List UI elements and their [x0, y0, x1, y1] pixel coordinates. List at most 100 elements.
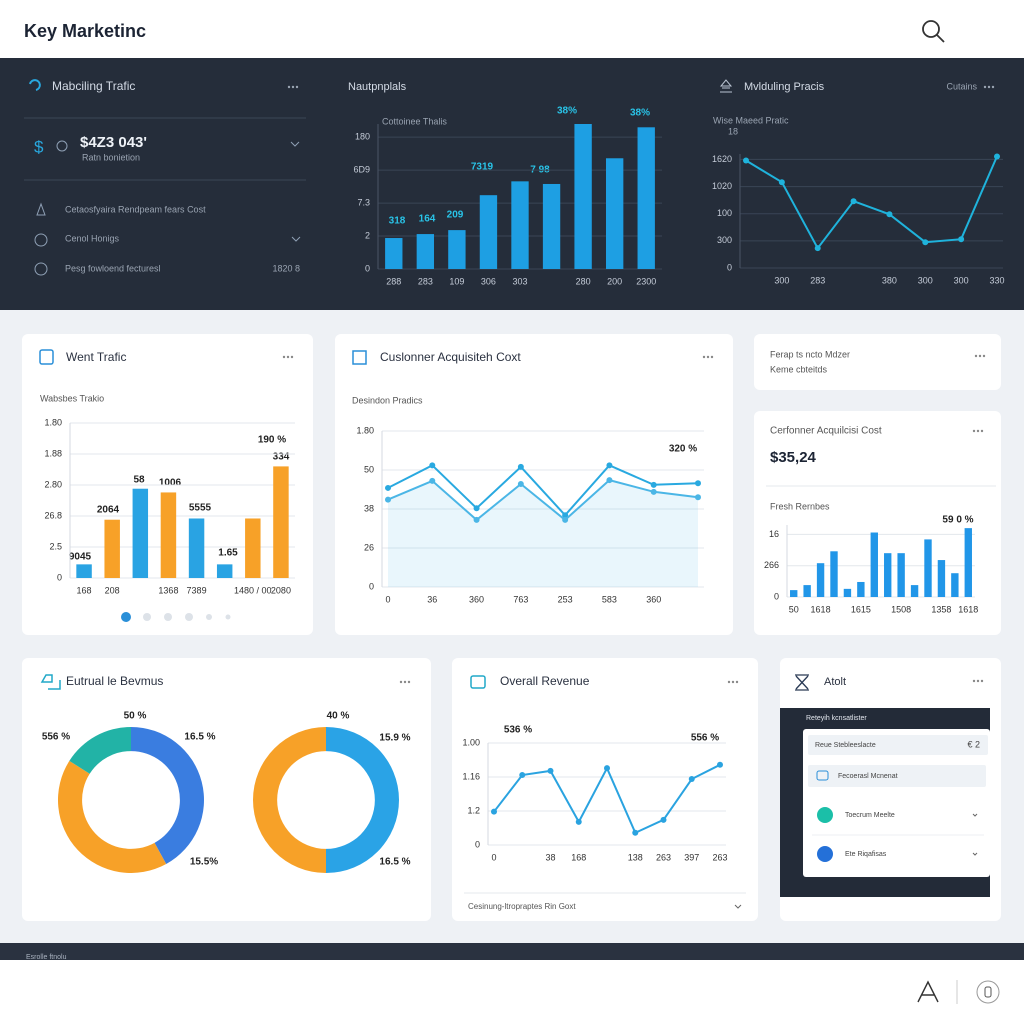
menu-dot[interactable] — [972, 429, 976, 433]
overview-value: $4Z3 043' — [80, 134, 147, 151]
page-dot[interactable] — [185, 613, 193, 621]
card-icon — [40, 674, 61, 690]
chart-title: Nautpnplals — [348, 81, 407, 93]
menu-dot[interactable] — [295, 85, 299, 89]
x-tick-label: 263 — [656, 852, 671, 862]
bar — [964, 528, 972, 597]
alert-text[interactable]: Toecrum Meelte — [845, 812, 895, 819]
bar — [924, 539, 932, 597]
point — [695, 494, 701, 501]
x-tick-label: 1508 — [891, 604, 911, 614]
page-dot[interactable] — [206, 614, 212, 620]
card — [335, 334, 733, 635]
y-tick-label: 1.80 — [356, 425, 374, 435]
bar — [884, 553, 892, 597]
page-dot[interactable] — [143, 613, 151, 621]
menu-dot[interactable] — [403, 680, 407, 684]
y-tick-label: 1.16 — [462, 771, 480, 781]
chevron[interactable] — [734, 904, 742, 909]
kpi-value: $35,24 — [770, 449, 817, 466]
note-line: Keme cbteitds — [770, 364, 828, 374]
page-dot[interactable] — [164, 613, 172, 621]
bar — [104, 519, 120, 578]
overview-title: Mabciling Trafic — [52, 79, 135, 93]
menu-dot[interactable] — [735, 680, 739, 684]
donut-segment — [57, 760, 167, 874]
item-icon — [816, 770, 829, 781]
chevron[interactable] — [972, 813, 978, 817]
annotation: 318 — [389, 216, 406, 227]
bar — [76, 564, 92, 578]
chevron[interactable] — [291, 236, 301, 242]
y-tick-label: 266 — [764, 560, 779, 570]
page-dot[interactable] — [225, 614, 231, 620]
menu-dot[interactable] — [702, 355, 706, 359]
menu-dot[interactable] — [976, 679, 980, 683]
x-tick-label: 168 — [571, 852, 586, 862]
menu-dot[interactable] — [976, 429, 980, 433]
menu-dot[interactable] — [291, 85, 295, 89]
menu-dot[interactable] — [983, 85, 987, 89]
menu-dot[interactable] — [987, 85, 991, 89]
menu-dot[interactable] — [982, 354, 986, 358]
annotation: 15.5% — [190, 857, 218, 868]
chevron[interactable] — [290, 141, 300, 147]
annotation: 58 — [133, 475, 145, 486]
annotation: 536 % — [504, 725, 532, 736]
menu-dot[interactable] — [710, 355, 714, 359]
x-tick-label: 303 — [512, 276, 527, 286]
footer-text: Esrolle ftnolu — [26, 954, 67, 961]
app-title: Key Marketinc — [24, 21, 146, 41]
menu-dot[interactable] — [974, 354, 978, 358]
bar — [790, 590, 798, 597]
card-title: Atolt — [824, 676, 846, 688]
line-area — [388, 480, 698, 587]
y-tick-label: 100 — [717, 208, 732, 218]
point — [958, 236, 965, 243]
x-tick-label: 2300 — [636, 276, 656, 286]
item-icon — [817, 807, 833, 823]
x-tick-label: 0 — [385, 594, 390, 604]
menu-dot[interactable] — [706, 355, 710, 359]
menu-dot[interactable] — [972, 679, 976, 683]
x-tick-label: 300 — [954, 275, 969, 285]
point — [519, 771, 526, 778]
menu-dot[interactable] — [991, 85, 995, 89]
menu-dot[interactable] — [980, 679, 984, 683]
menu-dot[interactable] — [286, 355, 290, 359]
menu-dot[interactable] — [282, 355, 286, 359]
search-icon[interactable] — [922, 20, 945, 43]
bar — [188, 518, 205, 578]
annotation: 16.5 % — [379, 857, 410, 868]
menu-dot[interactable] — [407, 680, 411, 684]
point — [650, 488, 657, 495]
menu-dot[interactable] — [731, 680, 735, 684]
y-tick-label: 0 — [727, 262, 732, 272]
note-line: Ferap ts ncto Mdzer — [770, 349, 850, 359]
chart-subtitle: Cottoinee Thalis — [382, 116, 447, 126]
y-tick-label: 16 — [769, 529, 779, 539]
chart-menu[interactable]: Cutains — [946, 81, 977, 91]
y-tick-label: 50 — [364, 464, 374, 474]
menu-dot[interactable] — [980, 429, 984, 433]
chevron[interactable] — [972, 852, 978, 856]
menu-dot[interactable] — [727, 680, 731, 684]
menu-dot[interactable] — [978, 354, 982, 358]
bar — [897, 553, 905, 597]
annotation: 320 % — [669, 444, 697, 455]
alert-item[interactable] — [808, 765, 986, 787]
x-tick-label: 263 — [712, 852, 727, 862]
page-dot[interactable] — [121, 612, 131, 622]
footer-icon[interactable] — [917, 980, 939, 1003]
alert-text[interactable]: Ete Riqafisas — [845, 851, 887, 858]
menu-dot[interactable] — [290, 355, 294, 359]
bar — [830, 551, 838, 597]
menu-dot[interactable] — [287, 85, 291, 89]
search-box[interactable] — [808, 735, 988, 755]
annotation: 190 % — [258, 435, 286, 446]
menu-dot[interactable] — [399, 680, 403, 684]
x-tick-label: 397 — [684, 852, 699, 862]
footer-icon[interactable] — [976, 980, 1000, 1004]
donut-segment — [326, 727, 399, 873]
annotation: 50 % — [124, 711, 147, 722]
